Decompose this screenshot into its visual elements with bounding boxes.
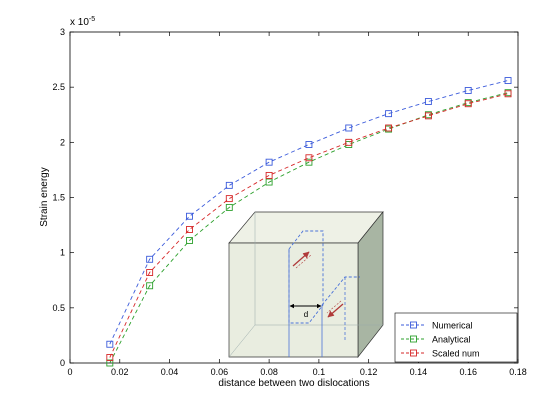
data-point	[504, 77, 512, 84]
distance-label: d	[304, 310, 308, 319]
data-point	[186, 226, 193, 233]
y-tick-label: 2	[60, 137, 65, 147]
data-point	[464, 100, 472, 108]
x-tick-label: 0.08	[260, 367, 278, 377]
burgers-arrow-upper	[292, 251, 310, 267]
data-point	[424, 112, 432, 120]
data-point	[305, 158, 313, 166]
y-tick-label: 3	[60, 27, 65, 37]
y-axis-multiplier: x 10-5	[70, 16, 95, 28]
series-scaled-num	[106, 90, 512, 361]
legend-label: Numerical	[432, 321, 473, 331]
data-point	[385, 110, 393, 118]
cube-with-two-dislocations-icon: d	[228, 211, 384, 359]
data-point	[225, 195, 233, 203]
data-point	[146, 255, 154, 263]
data-point	[305, 141, 313, 148]
y-axis-ticks: 0 0.5 1 1.5 2 2.5 3	[52, 27, 518, 368]
y-tick-label: 2.5	[52, 82, 65, 92]
data-point	[424, 98, 432, 105]
burgers-arrow-lower	[327, 303, 344, 318]
data-point	[464, 87, 472, 94]
legend: Numerical Analytical Scaled num	[394, 312, 518, 363]
x-axis-label: distance between two dislocations	[218, 378, 369, 389]
data-point	[345, 138, 353, 146]
data-point	[106, 354, 114, 361]
data-point	[265, 178, 273, 186]
x-tick-label: 0.02	[111, 367, 129, 377]
x-tick-label: 0.16	[459, 367, 477, 377]
x-tick-label: 0.1	[313, 367, 326, 377]
data-point	[186, 212, 193, 220]
data-point	[186, 237, 193, 244]
data-point	[305, 154, 313, 162]
legend-box	[394, 312, 518, 363]
y-axis-label: Strain energy	[39, 167, 50, 226]
y-multiplier-base: x 10	[70, 17, 89, 28]
y-tick-label: 1	[60, 248, 65, 258]
x-tick-label: 0.04	[161, 367, 179, 377]
x-axis-ticks: 0 0.02 0.04 0.06 0.08 0.1 0.12 0.14 0.16 0.18	[67, 32, 527, 377]
data-point	[106, 340, 114, 348]
data-point	[385, 124, 393, 132]
legend-marker	[410, 321, 417, 329]
x-tick-label: 0.18	[509, 367, 527, 377]
x-tick-label: 0	[67, 367, 72, 377]
dislocation-loop-left	[288, 230, 324, 324]
burgers-arrow-lower-shadow	[326, 300, 342, 314]
x-tick-label: 0.14	[410, 367, 428, 377]
data-point	[265, 158, 273, 166]
data-point	[146, 269, 154, 276]
legend-label: Scaled num	[432, 349, 480, 359]
data-point	[106, 359, 114, 367]
legend-label: Analytical	[432, 335, 471, 345]
legend-marker	[410, 335, 417, 343]
cube-front-face	[228, 242, 359, 358]
data-point	[265, 171, 273, 179]
x-tick-label: 0.12	[360, 367, 378, 377]
data-point	[225, 181, 233, 189]
y-tick-label: 0.5	[52, 303, 65, 313]
series-layer	[106, 77, 512, 367]
y-tick-label: 1.5	[52, 193, 65, 203]
data-point	[146, 282, 154, 290]
y-tick-label: 0	[60, 358, 65, 368]
data-point	[225, 203, 233, 211]
cube-top-face	[228, 211, 384, 244]
series-line	[109, 92, 509, 364]
series-numerical	[106, 77, 512, 348]
cube-hidden-edge-diagonal	[228, 324, 256, 358]
y-multiplier-exponent: -5	[89, 16, 95, 23]
legend-marker	[410, 349, 417, 357]
data-point	[345, 124, 353, 132]
x-tick-label: 0.06	[211, 367, 229, 377]
data-point	[504, 90, 512, 98]
